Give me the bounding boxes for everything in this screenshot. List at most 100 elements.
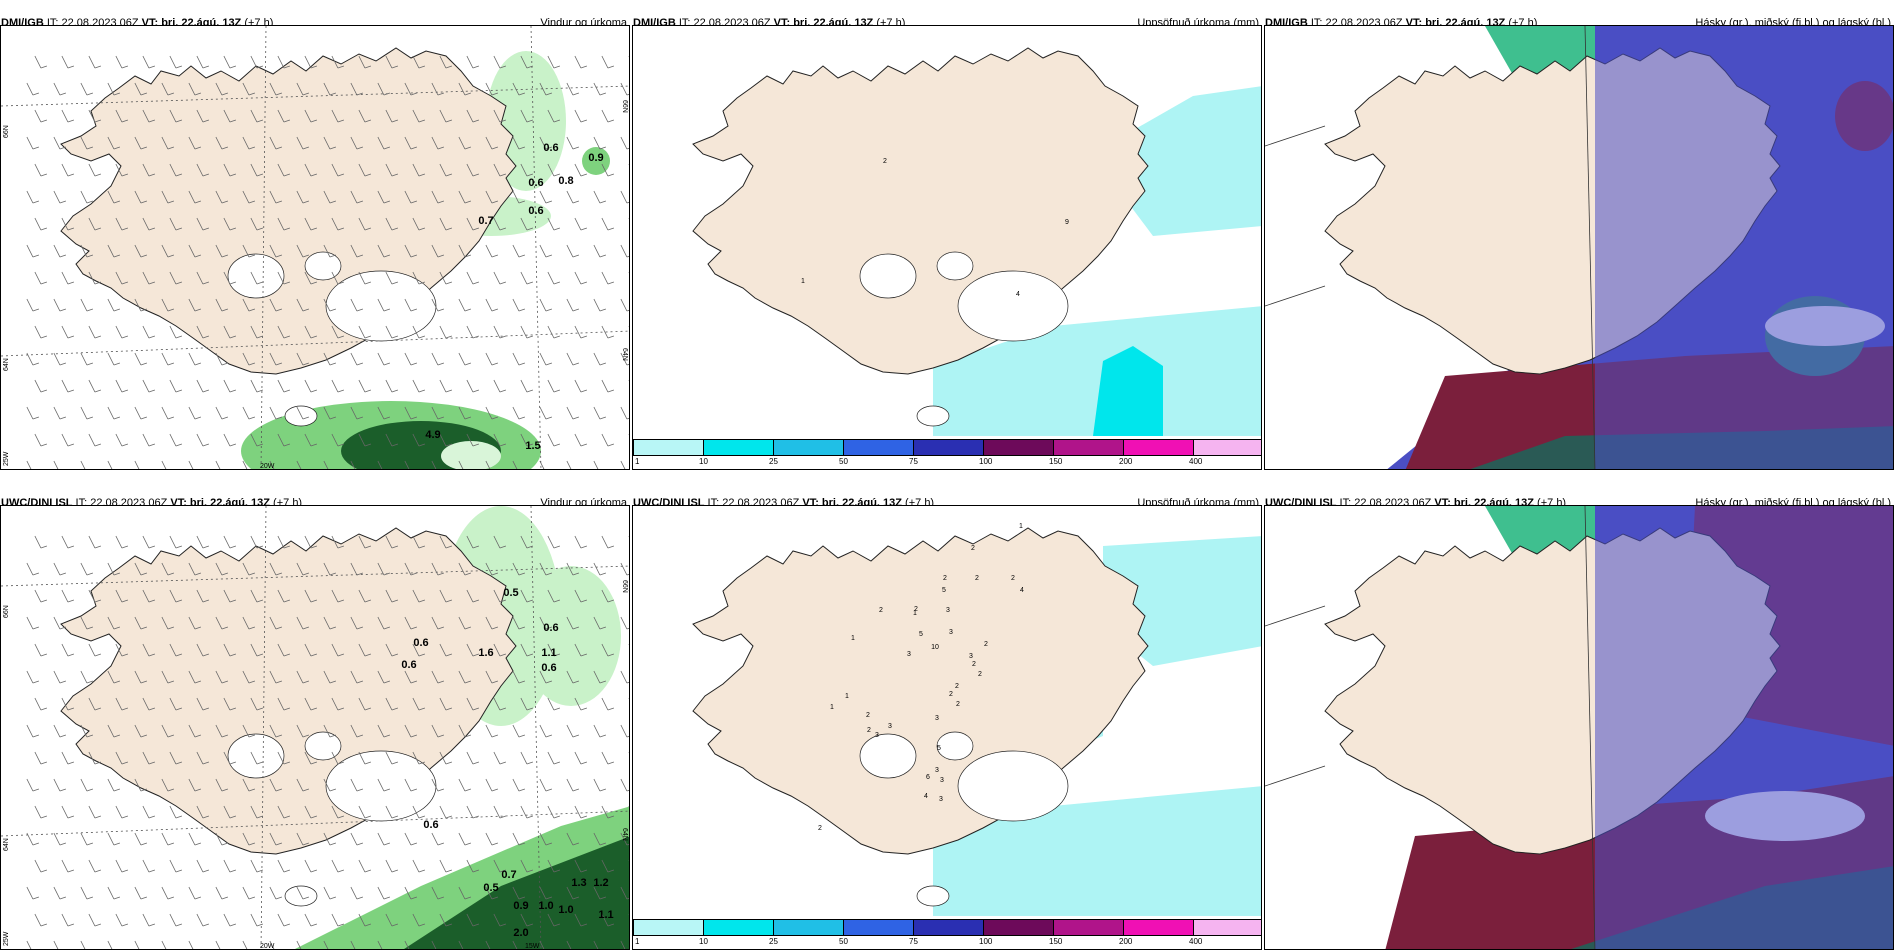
map-frame (1264, 505, 1894, 950)
wind-barb (188, 190, 202, 204)
colorbar-tick: 100 (979, 457, 993, 466)
wind-barb (404, 406, 418, 420)
wind-barb (458, 136, 472, 150)
precip-label: 0.7 (501, 869, 516, 881)
wind-barb (277, 271, 291, 285)
wind-barb (196, 379, 210, 393)
wind-barb (485, 406, 499, 420)
wind-barb (250, 271, 264, 285)
wind-barb (628, 379, 629, 382)
wind-barb (296, 616, 310, 630)
wind-barb (223, 805, 237, 819)
wind-barb (142, 751, 156, 765)
wind-barb (493, 109, 507, 123)
wind-barb (439, 589, 453, 603)
wind-barb (323, 352, 337, 366)
precip-value: 2 (978, 671, 982, 678)
wind-barb (512, 298, 526, 312)
wind-barb (115, 55, 129, 69)
axis-label-lat66: 66N (3, 125, 10, 138)
wind-barb (161, 244, 175, 258)
wind-barb (88, 433, 102, 447)
wind-barb (161, 406, 175, 420)
wind-barb (466, 805, 480, 819)
wind-barb (26, 562, 40, 576)
wind-barb (593, 940, 599, 949)
wind-barb (566, 82, 580, 96)
wind-barb (439, 805, 453, 819)
glacier (936, 251, 974, 281)
wind-barb (566, 136, 580, 150)
wind-barb (142, 535, 156, 549)
precip-value: 6 (926, 774, 930, 781)
map-frame: 66N 64N 64N 66N 25W 20W 0.9 0.6 0.6 0.8 0.6 0.7 4.9 1… (0, 25, 630, 470)
wind-barb (53, 82, 67, 96)
wind-barb (593, 832, 607, 846)
wind-barb (620, 190, 629, 204)
wind-barb (601, 217, 615, 231)
colorbar-tick: 1 (635, 457, 640, 466)
wind-barb (539, 460, 545, 469)
wind-barb (628, 859, 629, 862)
wind-barb (574, 697, 588, 711)
wind-barb (61, 643, 75, 657)
wind-barb (404, 562, 418, 576)
panel-dmi-precip: DMI/IGB IT: 22.08.2023 06Z VT: þri. 22.á… (632, 10, 1264, 470)
wind-barb (431, 352, 445, 366)
wind-barb (350, 190, 364, 204)
wind-barb (188, 82, 202, 96)
glacier (936, 731, 974, 761)
wind-barb (412, 859, 426, 873)
wind-barb (107, 940, 113, 949)
wind-barb (412, 109, 426, 123)
wind-barb (431, 82, 445, 96)
wind-barb (142, 271, 156, 285)
wind-barb (539, 724, 553, 738)
precip-label: 0.6 (543, 142, 558, 154)
wind-barb (107, 562, 121, 576)
wind-barb (196, 751, 210, 765)
wind-barb (323, 562, 337, 576)
wind-barb (512, 886, 526, 900)
wind-barb (539, 82, 553, 96)
wind-barb (458, 940, 464, 949)
wind-barb (385, 379, 399, 393)
wind-barb (304, 433, 318, 447)
wind-barb (574, 805, 588, 819)
wind-barb (385, 805, 399, 819)
wind-barb (304, 589, 318, 603)
wind-barb (512, 460, 518, 469)
precip-label: 0.6 (541, 662, 556, 674)
wind-barb (134, 562, 148, 576)
wind-barb (466, 109, 480, 123)
wind-barb (80, 670, 94, 684)
wind-barb (26, 724, 40, 738)
precip-label: 4.9 (425, 429, 440, 441)
wind-barb (520, 913, 534, 927)
wind-barb (628, 913, 629, 916)
wind-barb (331, 109, 345, 123)
wind-barb (431, 460, 437, 469)
precip-value: 10 (931, 644, 939, 651)
wind-barb (107, 778, 121, 792)
wind-barb (377, 136, 391, 150)
wind-barb (377, 778, 391, 792)
wind-barb (80, 406, 94, 420)
wind-barb (574, 913, 588, 927)
precip-value: 2 (879, 607, 883, 614)
wind-barb (539, 832, 553, 846)
precip-value: 1 (845, 693, 849, 700)
wind-barb (331, 379, 345, 393)
wind-barb (34, 325, 48, 339)
wind-barb (196, 589, 210, 603)
wind-barb (412, 697, 426, 711)
wind-barb (539, 244, 553, 258)
wind-barb (512, 406, 526, 420)
wind-barb (250, 913, 264, 927)
wind-barb (466, 913, 480, 927)
wind-barb (566, 778, 580, 792)
wind-barb (601, 697, 615, 711)
wind-barb (242, 724, 256, 738)
wind-barb (466, 589, 480, 603)
